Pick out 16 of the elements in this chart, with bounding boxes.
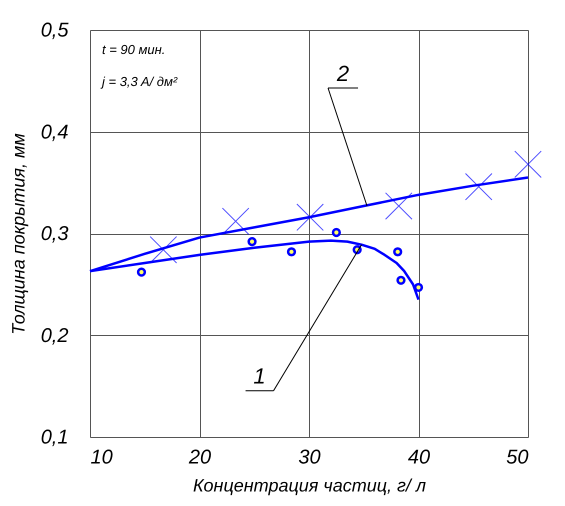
y-tick-label: 0,5 [40,20,70,42]
y-tick-label: 0,2 [40,324,68,347]
x-tick-label: 10 [90,446,113,468]
annotation: 2 [336,61,350,86]
annotation: 1 [253,364,266,389]
x-tick-label: 20 [188,446,212,468]
y-tick-label: 0,3 [40,223,68,245]
annotation: t = 90 мин. [102,42,166,57]
x-tick-label: 50 [506,446,528,468]
x-tick-label: 30 [298,446,321,468]
annotation: j = 3,3 A/ дм² [100,74,178,89]
x-axis-title: Концентрация частиц, г/ л [192,476,426,496]
x-tick-label: 40 [408,446,430,468]
y-axis-title: Толщина покрытия, мм [8,133,29,335]
y-tick-label: 0,4 [40,121,68,144]
y-tick-label: 0,1 [40,426,68,448]
